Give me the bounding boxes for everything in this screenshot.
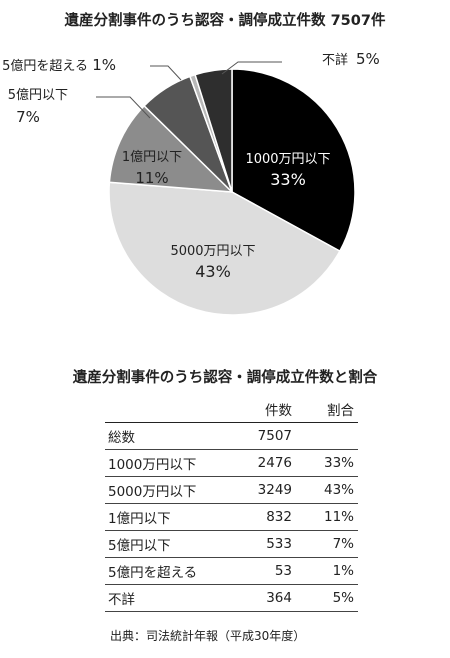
- row-name: 不詳: [105, 584, 214, 612]
- slice-percent: 7%: [16, 108, 40, 126]
- header-count: 件数: [214, 396, 296, 423]
- row-percent: 33%: [296, 449, 358, 477]
- row-percent: 5%: [296, 584, 358, 612]
- slice-label: 1億円以下: [122, 149, 182, 165]
- data-table: 件数 割合 総数 7507 1000万円以下 2476 33% 5000万円以下…: [105, 396, 358, 612]
- pie-chart: 1000万円以下 33% 5000万円以下 43% 1億円以下 11% 5億円以下 7% 5億円…: [2, 50, 380, 316]
- pie-slice: [108, 104, 235, 193]
- chart-title: 遺産分割事件のうち認容・調停成立件数 7507件: [64, 13, 386, 29]
- table-row: 1億円以下 832 11%: [105, 503, 358, 531]
- pie-slice: [231, 68, 356, 253]
- row-count: 53: [214, 557, 296, 585]
- row-percent: 11%: [296, 503, 358, 531]
- leader-line: [96, 96, 151, 119]
- source-note: 出典：司法統計年報（平成30年度）: [110, 629, 306, 643]
- slice-percent: 33%: [270, 170, 306, 189]
- row-name: 総数: [105, 422, 214, 450]
- table-row: 5000万円以下 3249 43%: [105, 476, 358, 504]
- slice-percent: 5%: [356, 50, 380, 68]
- slice-label: 1000万円以下: [245, 152, 330, 167]
- row-name: 5000万円以下: [105, 476, 214, 504]
- slice-label: 5億円を超える: [2, 58, 88, 74]
- row-count: 533: [214, 530, 296, 558]
- leader-line: [221, 61, 282, 75]
- slice-label: 5億円以下: [8, 87, 68, 103]
- slice-percent: 11%: [135, 169, 168, 187]
- row-name: 1億円以下: [105, 503, 214, 531]
- table-row: 総数 7507: [105, 422, 358, 450]
- pie-slice: [108, 181, 341, 316]
- row-percent: 43%: [296, 476, 358, 504]
- row-count: 364: [214, 584, 296, 612]
- leader-line: [150, 65, 182, 81]
- row-percent: [296, 422, 358, 450]
- row-count: 2476: [214, 449, 296, 477]
- table-title: 遺産分割事件のうち認容・調停成立件数と割合: [72, 370, 378, 386]
- slice-label: 5000万円以下: [170, 244, 255, 259]
- row-name: 5億円以下: [105, 530, 214, 558]
- slice-percent: 43%: [195, 262, 231, 281]
- row-count: 7507: [214, 422, 296, 450]
- table-row: 5億円を超える 53 1%: [105, 557, 358, 585]
- row-percent: 7%: [296, 530, 358, 558]
- row-count: 3249: [214, 476, 296, 504]
- pie-slice: [194, 68, 233, 193]
- table-header-row: 件数 割合: [105, 396, 358, 423]
- row-name: 5億円を超える: [105, 557, 214, 585]
- header-percent: 割合: [296, 396, 358, 423]
- table-row: 不詳 364 5%: [105, 584, 358, 612]
- row-count: 832: [214, 503, 296, 531]
- slice-label: 不詳: [322, 52, 348, 68]
- table-row: 1000万円以下 2476 33%: [105, 449, 358, 477]
- row-name: 1000万円以下: [105, 449, 214, 477]
- header-category: [105, 396, 214, 423]
- row-percent: 1%: [296, 557, 358, 585]
- table-row: 5億円以下 533 7%: [105, 530, 358, 558]
- slice-percent: 1%: [92, 56, 116, 74]
